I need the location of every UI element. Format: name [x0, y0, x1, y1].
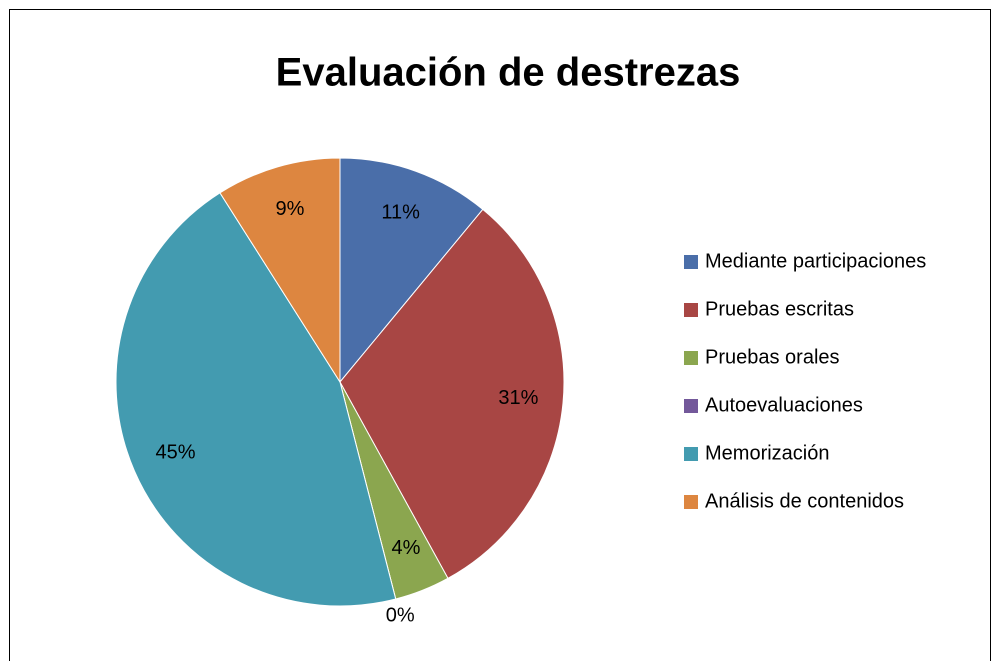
legend-swatch	[684, 399, 698, 413]
data-label: 0%	[386, 605, 415, 627]
legend-label: Memorización	[705, 442, 829, 464]
legend-label: Mediante participaciones	[705, 250, 926, 272]
legend-label: Análisis de contenidos	[705, 490, 904, 512]
data-label: 9%	[276, 198, 305, 220]
legend-label: Autoevaluaciones	[705, 394, 863, 416]
legend-swatch	[684, 303, 698, 317]
data-label: 31%	[498, 387, 538, 409]
legend-swatch	[684, 351, 698, 365]
legend-label: Pruebas escritas	[705, 298, 854, 320]
pie-slice	[115, 192, 397, 607]
pie-slice	[219, 157, 341, 384]
data-label: 11%	[381, 202, 420, 224]
pie-slice	[339, 208, 565, 579]
legend-swatch	[684, 495, 698, 509]
pie-slice	[339, 157, 484, 384]
data-label: 4%	[392, 537, 421, 559]
data-label: 45%	[156, 441, 196, 463]
legend-label: Pruebas orales	[705, 346, 840, 368]
chart-title: Evaluación de destrezas	[276, 51, 741, 95]
legend-swatch	[684, 255, 698, 269]
legend-swatch	[684, 447, 698, 461]
